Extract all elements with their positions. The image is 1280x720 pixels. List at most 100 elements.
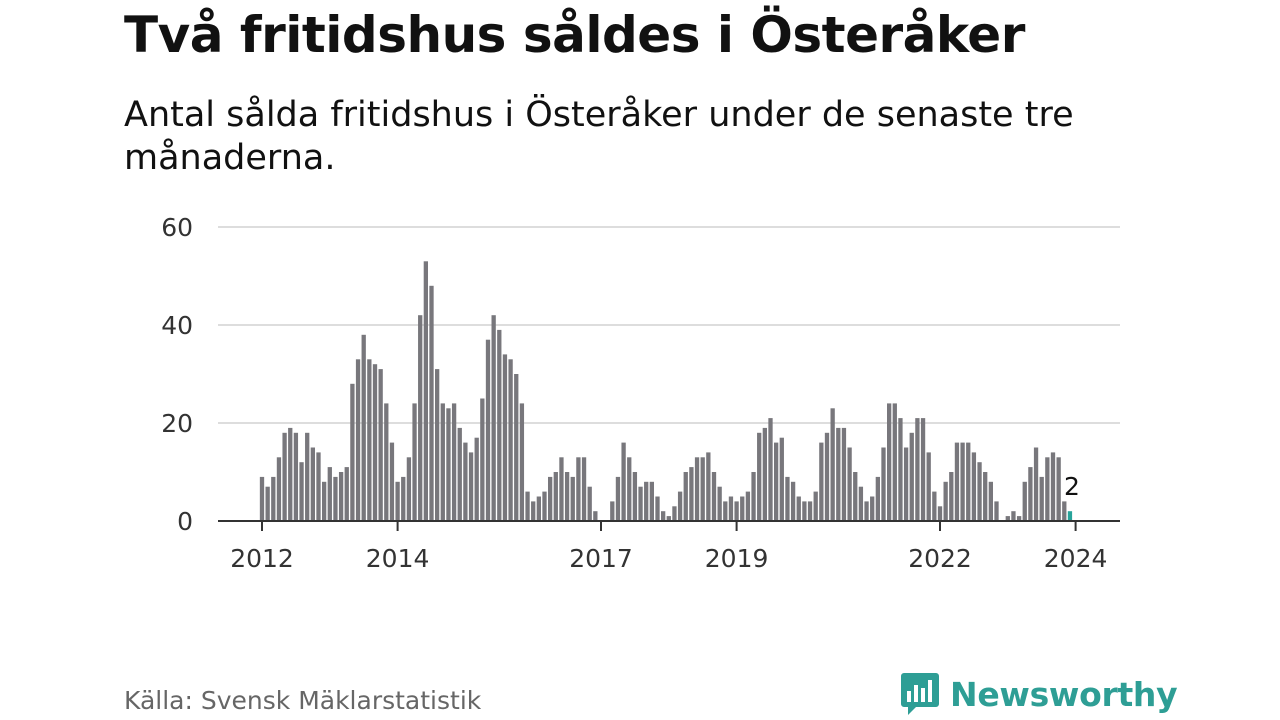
bar xyxy=(406,457,412,521)
bar xyxy=(994,501,999,521)
bar xyxy=(768,418,773,521)
bar xyxy=(536,496,541,521)
bar xyxy=(734,501,739,521)
bar xyxy=(943,481,948,521)
bar xyxy=(299,462,304,521)
bar xyxy=(401,476,406,521)
bar xyxy=(774,442,779,521)
bar xyxy=(960,442,965,521)
bar xyxy=(1045,457,1050,521)
bar xyxy=(361,334,366,521)
bar xyxy=(497,329,502,521)
chart-title: Två fritidshus såldes i Österåker xyxy=(124,6,1025,64)
bar xyxy=(728,496,734,521)
bar xyxy=(271,476,276,521)
bar xyxy=(1039,476,1044,521)
bar xyxy=(542,491,547,521)
bar xyxy=(435,369,440,521)
bar xyxy=(745,491,751,521)
bar xyxy=(384,403,389,521)
bar xyxy=(638,486,643,521)
bar xyxy=(649,481,654,521)
bar xyxy=(621,442,626,521)
bar xyxy=(288,427,293,521)
bar xyxy=(570,476,575,521)
bar xyxy=(1016,516,1022,521)
x-tick-label: 2012 xyxy=(230,544,294,573)
bar xyxy=(615,476,621,521)
bar xyxy=(836,427,841,521)
bar xyxy=(276,457,282,521)
bar xyxy=(954,442,960,521)
bar xyxy=(327,467,332,521)
bar xyxy=(627,457,632,521)
y-tick-label: 20 xyxy=(161,409,193,438)
bar xyxy=(875,476,880,521)
bar xyxy=(333,476,338,521)
bar xyxy=(440,403,445,521)
bar xyxy=(909,432,914,521)
brand-name: Newsworthy xyxy=(950,674,1178,714)
bar xyxy=(429,285,434,521)
bar xyxy=(519,403,525,521)
bar xyxy=(259,476,265,521)
bar xyxy=(367,359,372,521)
bar xyxy=(305,432,310,521)
bar xyxy=(779,437,784,521)
bar xyxy=(531,501,536,521)
bar xyxy=(282,432,287,521)
bar xyxy=(468,452,474,521)
bar xyxy=(587,486,592,521)
x-tick-label: 2024 xyxy=(1044,544,1108,573)
bar xyxy=(350,383,355,521)
bar xyxy=(446,408,451,521)
bar xyxy=(559,457,564,521)
bar xyxy=(694,457,700,521)
bar xyxy=(322,481,327,521)
bar xyxy=(474,437,479,521)
bar xyxy=(858,486,864,521)
bar xyxy=(898,418,903,521)
bar xyxy=(412,403,417,521)
bar xyxy=(785,476,790,521)
bar xyxy=(655,496,660,521)
bar xyxy=(576,457,581,521)
bar xyxy=(847,447,852,521)
x-tick-label: 2019 xyxy=(705,544,769,573)
bar xyxy=(548,476,553,521)
bar xyxy=(661,511,666,521)
bar xyxy=(338,472,344,521)
bar xyxy=(751,472,756,521)
bar xyxy=(581,457,587,521)
bar xyxy=(830,408,835,521)
labels: 0 20 40 60 2012 2014 2017 2019 2022 2024 2 xyxy=(161,213,1107,573)
bar xyxy=(666,516,671,521)
bar xyxy=(870,496,875,521)
bar xyxy=(1033,447,1039,521)
bar xyxy=(316,452,321,521)
bar xyxy=(553,472,558,521)
newsworthy-logo-icon xyxy=(901,673,939,715)
y-tick-label: 40 xyxy=(161,311,193,340)
bar xyxy=(423,261,428,521)
bar xyxy=(887,403,892,521)
bar xyxy=(502,354,508,521)
bar xyxy=(632,472,638,521)
bar xyxy=(920,418,926,521)
bar xyxy=(864,501,869,521)
bar xyxy=(677,491,683,521)
bar xyxy=(903,447,909,521)
bar xyxy=(824,432,830,521)
bar xyxy=(395,481,400,521)
bar xyxy=(463,442,468,521)
bar xyxy=(378,369,383,521)
bar-highlight xyxy=(1067,511,1073,521)
bar xyxy=(717,486,722,521)
bar xyxy=(706,452,711,521)
bar xyxy=(372,364,378,521)
bar xyxy=(1011,511,1016,521)
x-tick-label: 2022 xyxy=(908,544,972,573)
brand-logo[interactable]: Newsworthy xyxy=(900,670,1178,718)
bar xyxy=(480,398,485,521)
bar xyxy=(293,432,299,521)
